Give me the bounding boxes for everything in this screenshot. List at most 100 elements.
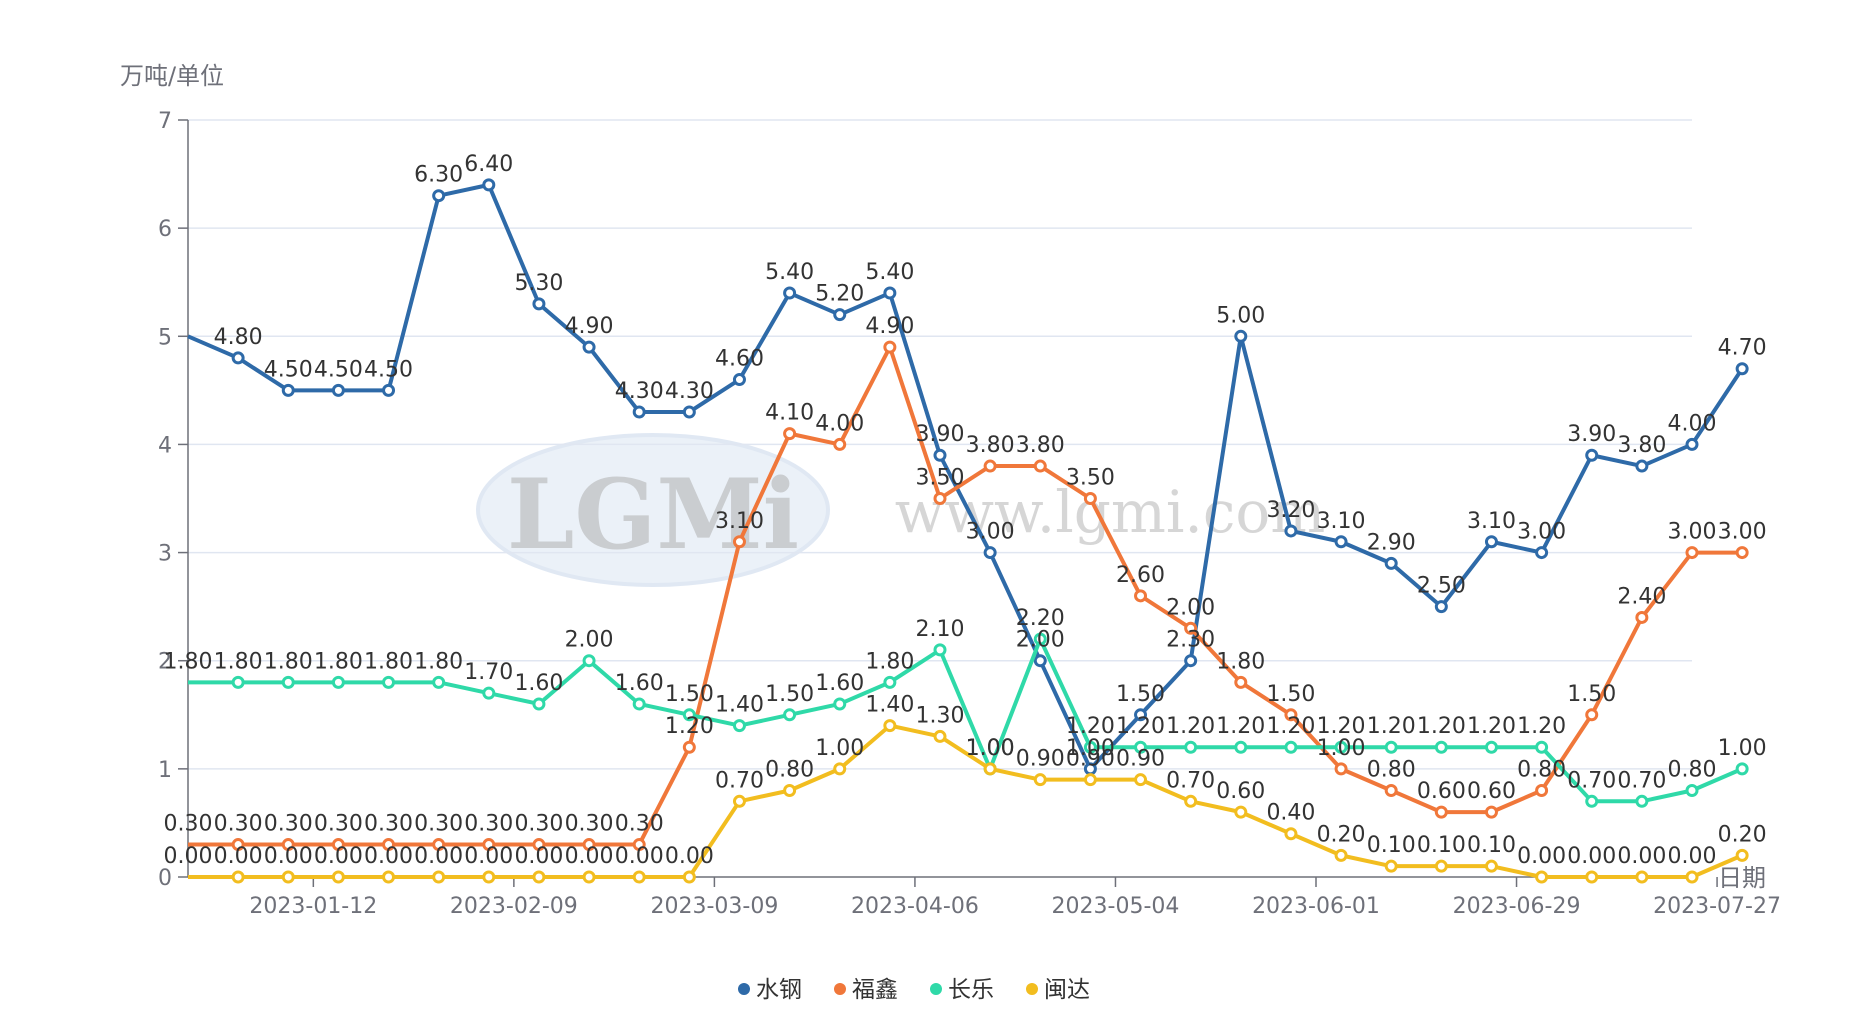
data-point	[281, 838, 295, 852]
data-label: 4.00	[1668, 411, 1717, 436]
data-point	[382, 870, 396, 884]
data-label: 5.30	[514, 271, 563, 296]
data-label: 1.20	[1317, 714, 1366, 739]
data-point	[1334, 535, 1348, 549]
data-point	[632, 838, 646, 852]
data-label: 5.40	[765, 260, 814, 285]
data-point	[1184, 740, 1198, 754]
data-point	[1384, 556, 1398, 570]
data-point	[532, 697, 546, 711]
x-tick-label: 2023-02-09	[450, 894, 578, 919]
data-point	[983, 546, 997, 560]
series-line	[188, 723, 1743, 879]
data-label: 6.30	[414, 163, 463, 188]
data-label: 1.00	[1317, 736, 1366, 761]
data-label: 1.00	[966, 736, 1015, 761]
x-tick-label: 2023-01-12	[249, 894, 377, 919]
data-label: 3.10	[715, 509, 764, 534]
data-label: 0.30	[414, 812, 463, 837]
data-point	[783, 783, 797, 797]
data-point	[231, 675, 245, 689]
data-label: 1.50	[1116, 682, 1165, 707]
legend[interactable]: 水钢 福鑫 长乐 闽达	[738, 977, 1090, 1003]
data-point	[1535, 870, 1549, 884]
data-label: 3.00	[966, 520, 1015, 545]
data-point	[1033, 632, 1047, 646]
data-label: 0.30	[514, 812, 563, 837]
data-point	[532, 297, 546, 311]
data-point	[1535, 740, 1549, 754]
legend-item[interactable]: 福鑫	[834, 977, 898, 1003]
data-label: 5.00	[1216, 303, 1265, 328]
data-point	[1484, 535, 1498, 549]
data-label: 3.00	[1718, 520, 1767, 545]
legend-item[interactable]: 闽达	[1026, 977, 1090, 1003]
series-4	[188, 719, 1749, 884]
data-label: 0.00	[514, 844, 563, 869]
data-point	[1434, 600, 1448, 614]
y-tick-label: 6	[158, 217, 172, 242]
series-line	[188, 345, 1743, 847]
data-label: 1.20	[1367, 714, 1416, 739]
data-point	[331, 870, 345, 884]
data-point	[732, 719, 746, 733]
data-label: 0.10	[1417, 833, 1466, 858]
data-point	[432, 189, 446, 203]
data-label: 4.50	[314, 357, 363, 382]
data-point	[1083, 740, 1097, 754]
data-label: 4.30	[615, 379, 664, 404]
data-label: 0.60	[1417, 779, 1466, 804]
data-point	[632, 870, 646, 884]
x-tick-label: 2023-06-29	[1453, 894, 1581, 919]
series-line	[188, 637, 1743, 804]
data-point	[783, 286, 797, 300]
data-point	[1735, 546, 1749, 560]
data-label: 0.80	[1517, 757, 1566, 782]
legend-label: 闽达	[1044, 977, 1090, 1003]
legend-marker	[738, 983, 750, 995]
data-label: 3.90	[916, 422, 965, 447]
data-point	[382, 838, 396, 852]
data-point	[1585, 448, 1599, 462]
data-point	[1384, 740, 1398, 754]
data-point	[1535, 783, 1549, 797]
data-point	[1484, 859, 1498, 873]
data-label: 1.20	[1216, 714, 1265, 739]
data-point	[432, 675, 446, 689]
data-point	[883, 675, 897, 689]
data-label: 1.80	[364, 649, 413, 674]
data-point	[833, 308, 847, 322]
data-point	[1685, 546, 1699, 560]
data-point	[1585, 870, 1599, 884]
data-label: 0.30	[164, 812, 213, 837]
series	[187, 178, 1749, 884]
data-label: 1.80	[1216, 649, 1265, 674]
data-label: 1.20	[1266, 714, 1315, 739]
data-label: 4.50	[264, 357, 313, 382]
data-point	[1284, 827, 1298, 841]
data-label: 0.80	[1367, 757, 1416, 782]
data-label: 1.80	[164, 649, 213, 674]
data-point	[632, 697, 646, 711]
data-point	[732, 373, 746, 387]
data-point	[1234, 805, 1248, 819]
data-label: 1.20	[1517, 714, 1566, 739]
data-label: 1.80	[414, 649, 463, 674]
data-label: 1.00	[815, 736, 864, 761]
data-label: 4.50	[364, 357, 413, 382]
data-label: 0.70	[1567, 768, 1616, 793]
legend-marker	[1026, 983, 1038, 995]
data-label: 0.00	[414, 844, 463, 869]
data-label: 2.00	[1166, 595, 1215, 620]
data-label: 1.00	[1718, 736, 1767, 761]
y-tick-label: 5	[158, 325, 172, 350]
legend-marker	[834, 983, 846, 995]
legend-item[interactable]: 长乐	[930, 977, 994, 1003]
data-label: 1.20	[1166, 714, 1215, 739]
legend-item[interactable]: 水钢	[738, 977, 802, 1003]
series-line	[187, 182, 1744, 771]
legend-label: 水钢	[756, 977, 802, 1003]
data-label: 1.80	[865, 649, 914, 674]
